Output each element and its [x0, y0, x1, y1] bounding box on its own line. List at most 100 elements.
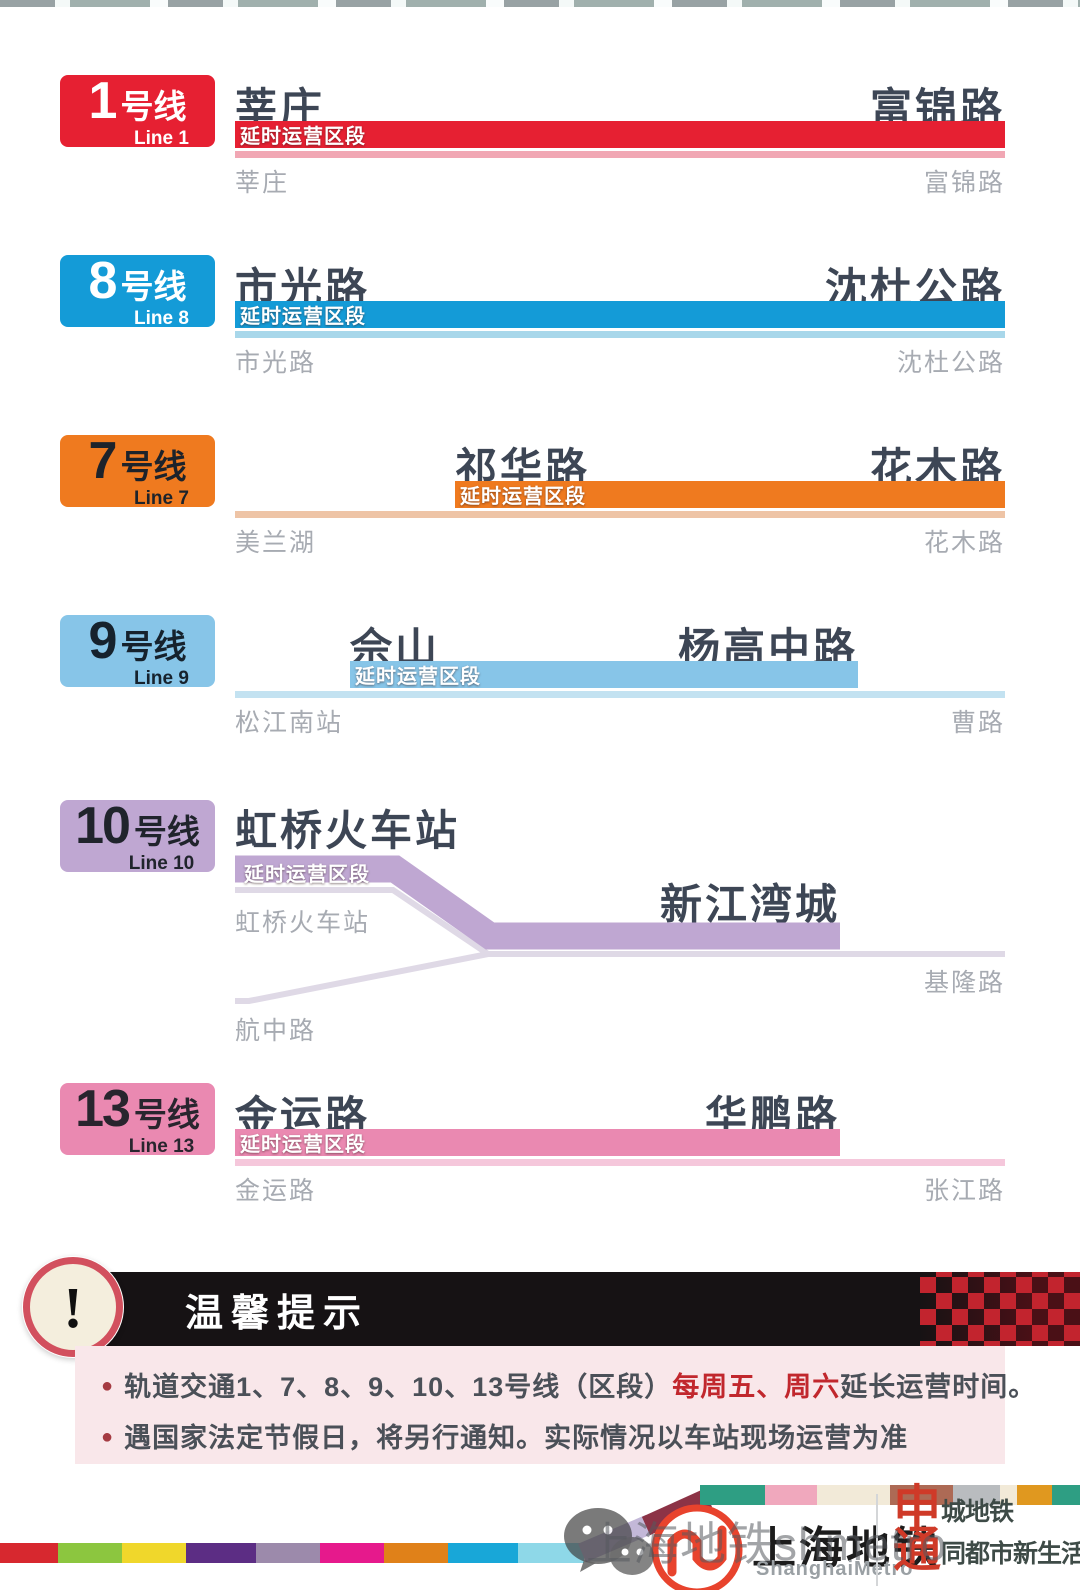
line-10-fork-diagram: [235, 855, 1005, 1004]
bullet-icon: ●: [101, 1375, 115, 1397]
line-number: 10: [75, 796, 131, 855]
station-label-right: 基隆路: [923, 969, 1005, 997]
line-name-en: Line 10: [128, 852, 195, 874]
extended-section-bar: 延时运营区段: [235, 1129, 840, 1156]
line-row-1: 1 号线 Line 1 莘庄 富锦路 延时运营区段 莘庄 富锦路: [0, 75, 1080, 205]
top-decor-strip: [0, 0, 1080, 7]
line-1-badge: 1 号线 Line 1: [60, 75, 215, 149]
tip-1-highlight: 每周五、周六: [672, 1372, 841, 1402]
station-label-right: 富锦路: [923, 169, 1005, 197]
extended-section-bar: 延时运营区段: [235, 301, 1005, 328]
line-suffix: 号线: [120, 267, 187, 305]
station-label-right: 张江路: [923, 1177, 1005, 1205]
extended-section-label: 延时运营区段: [355, 666, 481, 688]
line-suffix: 号线: [133, 812, 200, 850]
brand-name-cn: 上海地铁: [752, 1524, 940, 1573]
tip-1-text: 轨道交通1、7、8、9、10、13号线（区段）: [124, 1372, 673, 1402]
slogan-row2-text: 同都市新生活: [941, 1539, 1080, 1568]
line-name-en: Line 9: [134, 667, 189, 689]
wechat-icon: [564, 1508, 654, 1575]
line-number: 13: [75, 1079, 131, 1138]
line-number: 1: [88, 71, 118, 130]
extended-section-bar: 延时运营区段: [350, 661, 858, 688]
line-track: [235, 1159, 1005, 1166]
extended-section-label: 延时运营区段: [240, 126, 366, 148]
extended-section-bar: 延时运营区段: [455, 481, 1005, 508]
line-1-badge-title: 1 号线: [89, 75, 187, 127]
line-suffix: 号线: [120, 627, 187, 665]
tips-title: 温馨提示: [185, 1292, 370, 1335]
line-10-badge: 10 号线 Line 10: [60, 800, 215, 874]
line-number: 7: [88, 431, 118, 490]
exclamation-ring: !: [23, 1257, 123, 1357]
station-label-left: 虹桥火车站: [235, 909, 371, 937]
line-track: [235, 331, 1005, 338]
line-track: [235, 511, 1005, 518]
line-13-badge-title: 13 号线: [75, 1083, 200, 1135]
shanghai-metro-logo: [651, 1504, 743, 1590]
line-name-en: Line 7: [134, 487, 189, 509]
extended-section-label: 延时运营区段: [240, 1134, 366, 1156]
tip-2-text: 遇国家法定节假日，将另行通知。实际情况以车站现场运营为准: [124, 1423, 909, 1453]
tip-line-1: ● 轨道交通1、7、8、9、10、13号线（区段）每周五、周六延长运营时间。: [101, 1365, 1035, 1404]
station-label-right: 花木路: [923, 529, 1005, 557]
line-track: [235, 691, 1005, 698]
line-row-9: 9 号线 Line 9 佘山 杨高中路 延时运营区段 松江南站 曹路: [0, 615, 1080, 745]
branch-track-hangzhonglu: [235, 951, 489, 1004]
line-name-en: Line 13: [128, 1135, 195, 1157]
branch-track-hongqiao: [235, 887, 1005, 957]
line-7-badge: 7 号线 Line 7: [60, 435, 215, 509]
slogan-char-shen: 申: [893, 1482, 942, 1535]
line-8-badge-title: 8 号线: [89, 255, 187, 307]
slogan-row1-text: 城地铁: [941, 1498, 1014, 1526]
line-8-badge: 8 号线 Line 8: [60, 255, 215, 329]
section-start-station: 虹桥火车站: [235, 809, 461, 855]
tips-banner: 温馨提示: [85, 1272, 1080, 1346]
tips-panel: ● 轨道交通1、7、8、9、10、13号线（区段）每周五、周六延长运营时间。 ● 遇…: [75, 1346, 1035, 1464]
footer-divider: [876, 1494, 878, 1586]
line-suffix: 号线: [120, 447, 187, 485]
checker-decor: [920, 1272, 1080, 1346]
extended-section-bar: 延时运营区段: [235, 121, 1005, 148]
station-label-branch: 航中路: [235, 1017, 317, 1045]
line-suffix: 号线: [133, 1095, 200, 1133]
line-13-badge: 13 号线 Line 13: [60, 1083, 215, 1157]
station-label-left: 市光路: [235, 349, 317, 377]
line-name-en: Line 8: [134, 307, 189, 329]
line-row-13: 13 号线 Line 13 金运路 华鹏路 延时运营区段 金运路 张江路: [0, 1083, 1080, 1213]
line-9-badge: 9 号线 Line 9: [60, 615, 215, 689]
exclamation-icon: !: [22, 1256, 124, 1358]
line-9-badge-title: 9 号线: [89, 615, 187, 667]
extended-section-band: [235, 855, 840, 950]
line-number: 9: [88, 611, 118, 670]
station-label-left: 美兰湖: [235, 529, 317, 557]
line-track: [235, 151, 1005, 158]
line-row-8: 8 号线 Line 8 市光路 沈杜公路 延时运营区段 市光路 沈杜公路: [0, 255, 1080, 385]
station-label-right: 沈杜公路: [896, 349, 1005, 377]
line-row-10: 10 号线 Line 10 虹桥火车站 新江湾城 延时运营区段 虹桥火车站 基隆…: [0, 795, 1080, 1085]
extended-section-label: 延时运营区段: [460, 486, 586, 508]
station-label-left: 松江南站: [235, 709, 344, 737]
exclamation-glyph: !: [63, 1274, 83, 1340]
bullet-icon: ●: [101, 1426, 115, 1448]
line-row-7: 7 号线 Line 7 祁华路 花木路 延时运营区段 美兰湖 花木路: [0, 435, 1080, 565]
slogan-char-tong: 通: [893, 1523, 942, 1577]
station-label-right: 曹路: [950, 709, 1005, 737]
station-label-left: 莘庄: [235, 169, 290, 197]
line-suffix: 号线: [120, 87, 187, 125]
section-end-station: 新江湾城: [659, 883, 840, 929]
line-name-en: Line 1: [134, 127, 189, 149]
footer-ribbon: [0, 1485, 1080, 1590]
line-number: 8: [88, 251, 118, 310]
station-label-left: 金运路: [235, 1177, 317, 1205]
watermark-text: 上海地铁shmetro: [586, 1518, 948, 1570]
tip-1-tail: 延长运营时间。: [840, 1372, 1037, 1402]
line-7-badge-title: 7 号线: [89, 435, 187, 487]
footer-slogan: 申 城地铁 通 同都市新生活: [893, 1482, 1080, 1577]
extended-section-label: 延时运营区段: [244, 864, 370, 886]
extended-section-label: 延时运营区段: [240, 306, 366, 328]
brand-name-en: ShanghaiMetro: [756, 1558, 914, 1580]
line-10-badge-title: 10 号线: [75, 800, 200, 852]
tip-line-2: ● 遇国家法定节假日，将另行通知。实际情况以车站现场运营为准: [101, 1416, 1005, 1455]
